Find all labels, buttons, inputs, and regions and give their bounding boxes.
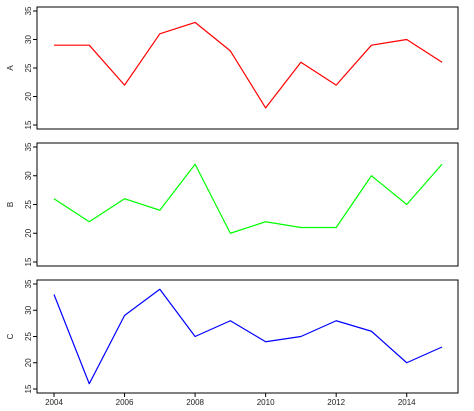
data-point [441,163,444,166]
data-point [229,49,232,52]
data-point [405,361,408,364]
y-axis-label: A [6,65,15,71]
panel-c: 15 20 25 30 35 C [6,279,459,394]
data-point [370,174,373,177]
y-axis-label: B [6,202,15,207]
data-point [123,314,126,317]
data-point [194,335,197,338]
data-point [88,220,91,223]
series-line-c [53,288,443,385]
data-point [441,346,444,349]
panel-frame [36,6,459,130]
y-tick-label: 15 [24,120,33,129]
data-point [264,106,267,109]
data-point [123,84,126,87]
y-tick-label: 15 [24,384,33,393]
data-point [53,197,56,200]
y-tick-label: 30 [24,171,33,180]
panel-b: 15 20 25 30 35 B [6,142,459,267]
y-axis-label: C [6,333,15,339]
data-point [158,288,161,291]
y-tick-label: 35 [24,142,33,151]
y-tick-label: 30 [24,35,33,44]
x-axis: 2004 2006 2008 2010 2012 2014 [45,393,416,407]
data-point [405,38,408,41]
x-tick-label: 2006 [116,398,134,407]
y-tick-label: 35 [24,279,33,288]
y-tick-label: 15 [24,257,33,266]
series-line-a [54,21,443,109]
panel-frame [36,142,459,267]
y-tick-label: 20 [24,228,33,237]
data-point [229,319,232,322]
data-point [441,61,444,64]
data-point [299,61,302,64]
x-tick-label: 2008 [186,398,204,407]
y-tick-label: 35 [24,6,33,15]
y-tick-label: 30 [24,305,33,314]
x-tick-label: 2010 [257,398,275,407]
data-point [370,44,373,47]
data-point [264,220,267,223]
data-point [335,84,338,87]
x-tick-label: 2012 [327,398,345,407]
data-point [229,232,232,235]
x-tick-label: 2014 [398,398,416,407]
y-tick-label: 25 [24,63,33,72]
y-tick-label: 20 [24,358,33,367]
data-point [194,163,197,166]
y-tick-label: 25 [24,332,33,341]
data-point [53,44,56,47]
data-point [370,330,373,333]
x-tick-label: 2004 [45,398,63,407]
data-point [194,21,197,24]
panel-a: 15 20 25 30 35 A [6,6,459,130]
data-point [335,319,338,322]
data-point [158,209,161,212]
data-point [335,226,338,229]
data-point [88,44,91,47]
data-point [123,197,126,200]
data-point [299,335,302,338]
series-line-b [53,163,443,234]
data-point [405,203,408,206]
data-point [264,340,267,343]
data-point [88,382,91,385]
data-point [299,226,302,229]
panel-frame [36,279,459,394]
data-point [53,293,56,296]
y-tick-label: 20 [24,92,33,101]
y-tick-label: 25 [24,200,33,209]
data-point [158,32,161,35]
